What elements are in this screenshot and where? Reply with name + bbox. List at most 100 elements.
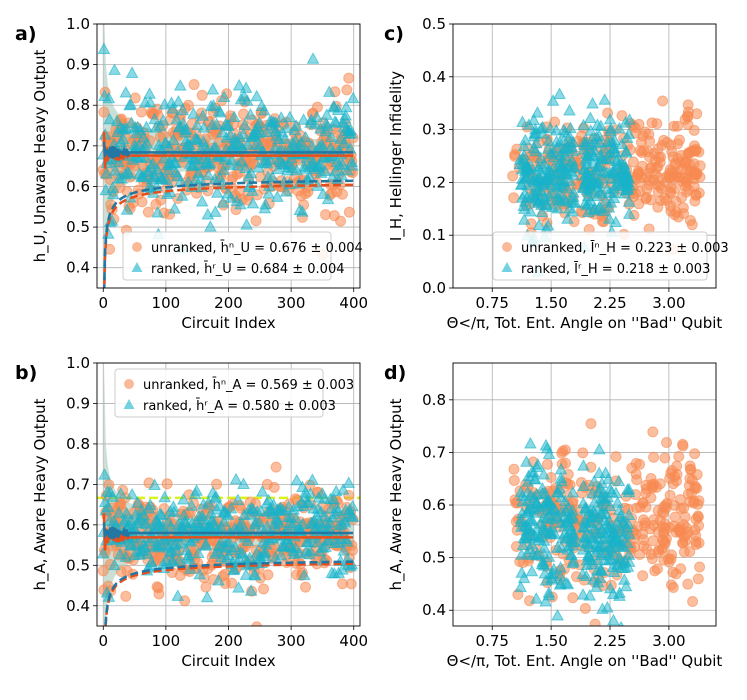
unranked-cumulative-mean — [102, 513, 354, 551]
ranked-point — [619, 144, 633, 157]
ranked-point — [239, 568, 253, 580]
ranked-point — [515, 506, 529, 519]
ranked-point — [614, 509, 628, 522]
ranked-point — [529, 144, 542, 157]
ranked-point — [283, 110, 297, 123]
ranked-point — [224, 501, 238, 514]
ranked-point — [336, 483, 350, 495]
ranked-point — [538, 177, 552, 190]
unranked-point — [690, 143, 702, 155]
ranked-point — [546, 186, 559, 199]
unranked-point — [610, 451, 622, 463]
ranked-point — [171, 589, 185, 601]
unranked-point — [646, 117, 658, 129]
ranked-point — [591, 510, 605, 523]
ranked-point — [523, 514, 537, 527]
ranked-point — [308, 117, 322, 130]
legend-label: unranked, Īⁿ_H = 0.223 ± 0.003 — [521, 241, 729, 256]
ranked-point — [560, 167, 574, 179]
plot-area — [508, 418, 706, 626]
ranked-point — [568, 160, 581, 173]
unranked-point — [691, 482, 703, 494]
ranked-point — [259, 197, 272, 210]
ranked-point — [551, 608, 564, 621]
axes-frame — [452, 362, 717, 627]
x-tick-label: 400 — [339, 632, 368, 650]
ranked-point — [518, 194, 532, 207]
unranked-point — [684, 546, 696, 558]
legend-label: ranked, Īʳ_H = 0.218 ± 0.003 — [521, 262, 710, 277]
axes-frame — [96, 23, 361, 289]
ranked-point — [231, 493, 245, 506]
unranked-point — [556, 447, 568, 459]
legend-ranked-marker — [131, 262, 143, 272]
ranked-point — [346, 91, 360, 104]
ranked-point — [192, 546, 205, 559]
ranked-point — [238, 118, 252, 131]
unranked-point — [345, 578, 357, 590]
unranked-point — [647, 535, 659, 547]
ranked-point — [234, 197, 247, 210]
ranked-point — [622, 207, 636, 219]
unranked-point — [685, 464, 697, 476]
axes-frame — [452, 23, 717, 289]
ranked-point — [337, 544, 351, 556]
x-tick-label: 3.00 — [652, 632, 685, 650]
unranked-point — [686, 219, 698, 231]
unranked-point — [634, 458, 646, 470]
ranked-point — [618, 620, 624, 626]
ranked-point — [250, 89, 264, 102]
ranked-point — [595, 564, 609, 576]
ranked-point — [531, 106, 544, 118]
ranked-point — [579, 569, 593, 582]
ranked-point — [563, 103, 576, 116]
ranked-point — [252, 116, 266, 128]
unranked-point — [671, 120, 683, 132]
ranked-point — [318, 164, 332, 176]
unranked-point — [97, 565, 109, 577]
y-tick-label: 0.9 — [66, 394, 90, 412]
unranked-point — [250, 215, 262, 227]
x-tick-label: 0 — [98, 632, 108, 650]
ranked-point — [140, 120, 153, 133]
ranked-point — [608, 535, 622, 547]
unranked-point — [677, 440, 689, 452]
ranked-point — [590, 189, 604, 201]
unranked-point — [693, 537, 705, 549]
ranked-point — [202, 168, 215, 181]
y-tick-label: 0.9 — [66, 56, 90, 74]
ranked-point — [577, 535, 590, 547]
unranked-point — [678, 173, 690, 185]
axes-frame — [96, 362, 361, 627]
ranked-point — [578, 177, 592, 190]
legend-box — [114, 368, 324, 418]
unranked-point — [629, 122, 641, 134]
unranked-point — [648, 147, 660, 159]
ranked-point — [151, 206, 165, 218]
ranked-point — [520, 161, 533, 174]
ranked-point — [592, 442, 606, 455]
ranked-point — [584, 505, 597, 517]
ranked-point — [227, 110, 241, 123]
ranked-point — [586, 97, 599, 109]
ranked-point — [203, 156, 217, 168]
unranked-point — [644, 135, 656, 147]
ranked-point — [160, 173, 173, 185]
unranked-point — [688, 124, 700, 136]
ranked-point — [614, 156, 628, 168]
ranked-point — [125, 66, 139, 78]
unranked-point — [659, 537, 671, 549]
ranked-point — [280, 121, 294, 133]
ranked-point — [541, 142, 555, 154]
ranked-point — [246, 196, 260, 209]
unranked-point — [639, 520, 651, 532]
ranked-point — [532, 160, 545, 173]
unranked-point — [634, 176, 646, 188]
ranked-point — [607, 181, 621, 194]
panel-label: a) — [15, 23, 37, 45]
unranked-point — [153, 588, 165, 600]
ranked-point — [525, 564, 539, 577]
unranked-point — [226, 577, 238, 589]
ranked-point — [241, 138, 255, 150]
legend-label: unranked, h̄ⁿ_U = 0.676 ± 0.004 — [151, 241, 363, 256]
